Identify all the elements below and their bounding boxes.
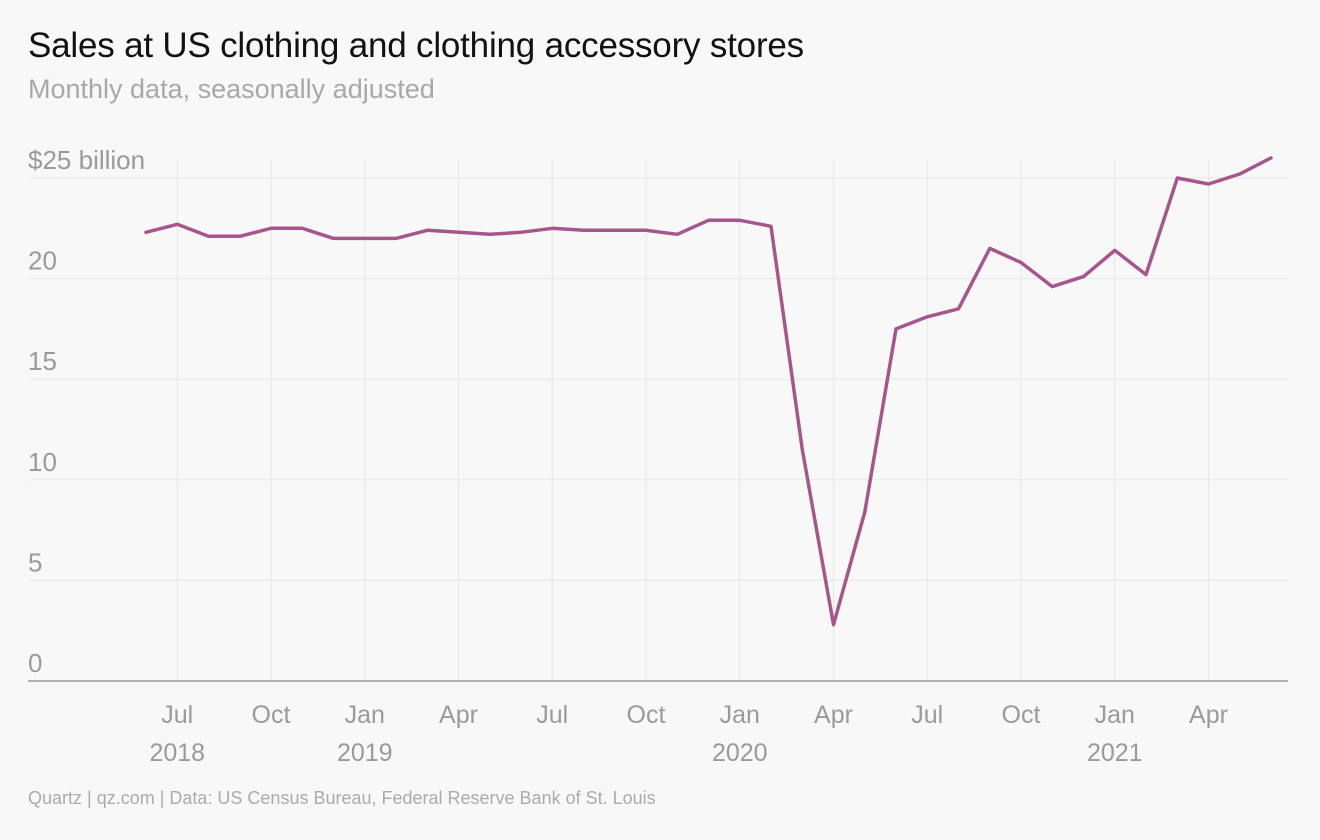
y-tick-label: 15: [28, 346, 57, 376]
sales-series-line: [144, 156, 1273, 627]
x-tick-label: Apr: [1189, 701, 1228, 729]
x-tick-label: Jan: [345, 701, 385, 729]
x-tick-label: Oct: [627, 701, 666, 729]
x-tick-label: Apr: [439, 701, 478, 729]
x-tick-label: Jan: [720, 701, 760, 729]
x-tick-label: Jan: [1095, 701, 1135, 729]
x-tick-label: Oct: [1002, 701, 1041, 729]
x-tick-label: Oct: [252, 701, 291, 729]
y-tick-label: $25 billion: [28, 145, 145, 175]
label-layer: 0 5 10 15 20 $25 billion Jul 2018 Oct Jan 2019 Apr J…: [28, 145, 1228, 767]
series-layer: [144, 156, 1273, 627]
x-tick-label: Jul: [536, 701, 568, 729]
x-year-label: 2018: [149, 739, 205, 767]
y-tick-label: 10: [28, 447, 57, 477]
grid-layer: [28, 160, 1288, 681]
chart-title: Sales at US clothing and clothing access…: [28, 26, 804, 65]
x-tick-label: Apr: [814, 701, 853, 729]
y-tick-label: 5: [28, 547, 42, 577]
x-year-label: 2021: [1087, 739, 1143, 767]
y-tick-label: 20: [28, 246, 57, 276]
x-year-label: 2019: [337, 739, 393, 767]
chart-subtitle: Monthly data, seasonally adjusted: [28, 74, 435, 104]
source-note: Quartz | qz.com | Data: US Census Bureau…: [28, 788, 656, 808]
x-tick-label: Jul: [161, 701, 193, 729]
y-tick-label: 0: [28, 648, 42, 678]
x-tick-label: Jul: [911, 701, 943, 729]
x-year-label: 2020: [712, 739, 768, 767]
